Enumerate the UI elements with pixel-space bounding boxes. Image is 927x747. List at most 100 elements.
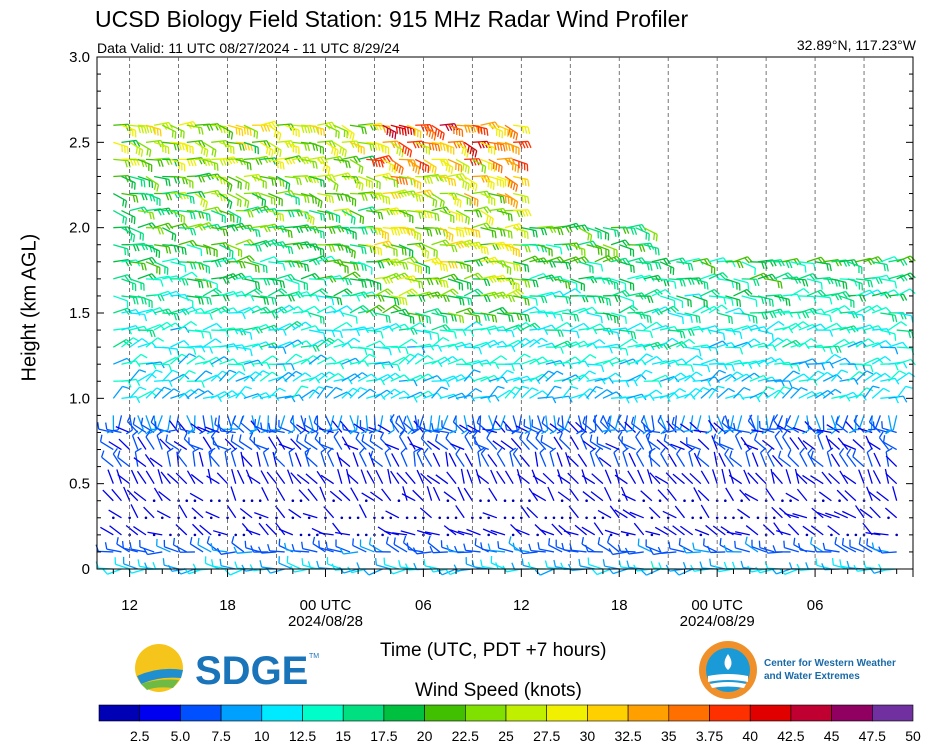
barb-feather: [307, 126, 311, 134]
barb-feather: [313, 415, 318, 423]
barb-feather: [377, 123, 383, 131]
barb-feather: [327, 167, 331, 175]
barb-feather: [206, 297, 210, 305]
wind-barb: [368, 452, 376, 467]
wind-barb: [292, 192, 310, 204]
wind-barb: [472, 278, 491, 287]
wind-barb: [207, 468, 212, 484]
wind-barb: [361, 434, 375, 451]
barb-feather: [382, 125, 387, 133]
wind-barb: [109, 525, 122, 536]
calm-dot: [511, 533, 515, 537]
barb-feather: [309, 176, 314, 184]
barb-feather: [255, 158, 260, 166]
wind-barb: [308, 312, 325, 325]
wind-barb: [170, 222, 190, 231]
barb-feather: [331, 196, 334, 204]
barb-feather: [274, 146, 277, 155]
wind-barb: [317, 192, 334, 204]
barb-staff: [206, 475, 220, 485]
barb-feather: [135, 140, 141, 147]
barb-staff: [300, 415, 306, 430]
wind-barb: [153, 487, 163, 502]
wind-barb: [178, 209, 196, 220]
wind-barb: [219, 124, 234, 140]
wind-barb: [374, 346, 392, 356]
barb-feather: [249, 429, 257, 432]
wind-barb: [172, 537, 188, 553]
barb-staff: [302, 548, 318, 553]
wind-barb: [187, 415, 196, 434]
barb-staff: [167, 473, 180, 485]
wind-barb: [239, 508, 253, 519]
barb-feather: [389, 129, 392, 137]
barb-feather: [249, 332, 253, 340]
barb-staff: [224, 451, 229, 467]
barb-staff: [145, 415, 152, 430]
barb-staff: [349, 326, 365, 331]
wind-barb: [259, 355, 279, 365]
wind-barb: [160, 415, 172, 433]
barb-staff: [227, 192, 242, 201]
calm-dot: [479, 499, 482, 503]
barb-feather: [140, 207, 146, 214]
barb-staff: [190, 473, 204, 485]
barb-feather: [281, 306, 288, 313]
barb-feather: [222, 228, 226, 237]
barb-staff: [292, 321, 306, 331]
barb-feather: [461, 316, 465, 324]
barb-staff: [129, 338, 143, 348]
barb-feather: [393, 192, 399, 199]
wind-barb: [377, 424, 392, 434]
calm-dot: [413, 516, 417, 520]
calm-dot: [275, 516, 278, 520]
barb-staff: [325, 275, 341, 280]
calm-dot: [242, 516, 246, 520]
barb-feather: [372, 280, 376, 288]
barb-feather: [117, 450, 121, 458]
barb-feather: [388, 429, 395, 435]
barb-staff: [129, 158, 145, 162]
barb-staff: [455, 158, 470, 168]
wind-barb: [568, 516, 572, 520]
wind-barb: [233, 546, 253, 554]
barb-staff: [316, 385, 327, 399]
wind-barb: [268, 376, 288, 383]
wind-barb: [276, 323, 296, 331]
barb-feather: [401, 128, 404, 136]
wind-barb: [341, 210, 356, 225]
calm-dot: [112, 516, 115, 520]
barb-feather: [139, 386, 147, 391]
wind-barb: [113, 158, 131, 168]
barb-feather: [350, 216, 354, 224]
wind-barb: [194, 370, 213, 382]
barb-staff: [455, 505, 465, 519]
wind-barb: [445, 431, 457, 450]
barb-feather: [233, 257, 239, 265]
barb-feather: [288, 447, 296, 453]
barb-staff: [300, 355, 314, 365]
barb-staff: [178, 346, 194, 349]
barb-feather: [396, 140, 402, 148]
barb-staff: [530, 549, 546, 553]
wind-barb: [218, 499, 221, 503]
barb-staff: [545, 312, 561, 316]
barb-feather: [369, 388, 377, 394]
barb-feather: [181, 247, 184, 255]
barb-feather: [187, 429, 195, 434]
wind-barb: [545, 385, 562, 399]
wind-barb: [205, 511, 220, 519]
barb-feather: [263, 297, 267, 305]
barb-feather: [403, 390, 410, 397]
barb-staff: [357, 353, 370, 365]
barb-feather: [343, 289, 350, 296]
wind-barb: [137, 175, 154, 189]
barb-feather: [132, 234, 136, 243]
barb-staff: [202, 436, 212, 450]
barb-feather: [341, 148, 345, 156]
wind-barb: [325, 329, 344, 339]
barb-feather: [254, 418, 257, 427]
wind-barb: [133, 526, 147, 536]
barb-staff: [230, 452, 237, 467]
barb-staff: [308, 354, 322, 365]
